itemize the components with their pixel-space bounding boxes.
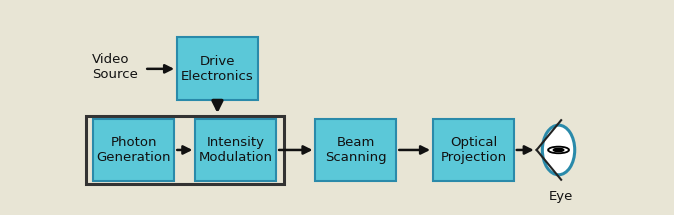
- Text: Intensity
Modulation: Intensity Modulation: [199, 136, 273, 164]
- FancyBboxPatch shape: [94, 118, 175, 181]
- Text: Optical
Projection: Optical Projection: [440, 136, 506, 164]
- Circle shape: [553, 148, 563, 152]
- Text: Eye: Eye: [549, 190, 574, 203]
- FancyBboxPatch shape: [315, 118, 396, 181]
- Text: Beam
Scanning: Beam Scanning: [325, 136, 387, 164]
- FancyBboxPatch shape: [195, 118, 276, 181]
- Ellipse shape: [543, 125, 575, 175]
- FancyBboxPatch shape: [177, 37, 258, 100]
- Text: Drive
Electronics: Drive Electronics: [181, 55, 254, 83]
- Text: Photon
Generation: Photon Generation: [96, 136, 171, 164]
- Text: Video
Source: Video Source: [92, 53, 138, 81]
- FancyBboxPatch shape: [433, 118, 514, 181]
